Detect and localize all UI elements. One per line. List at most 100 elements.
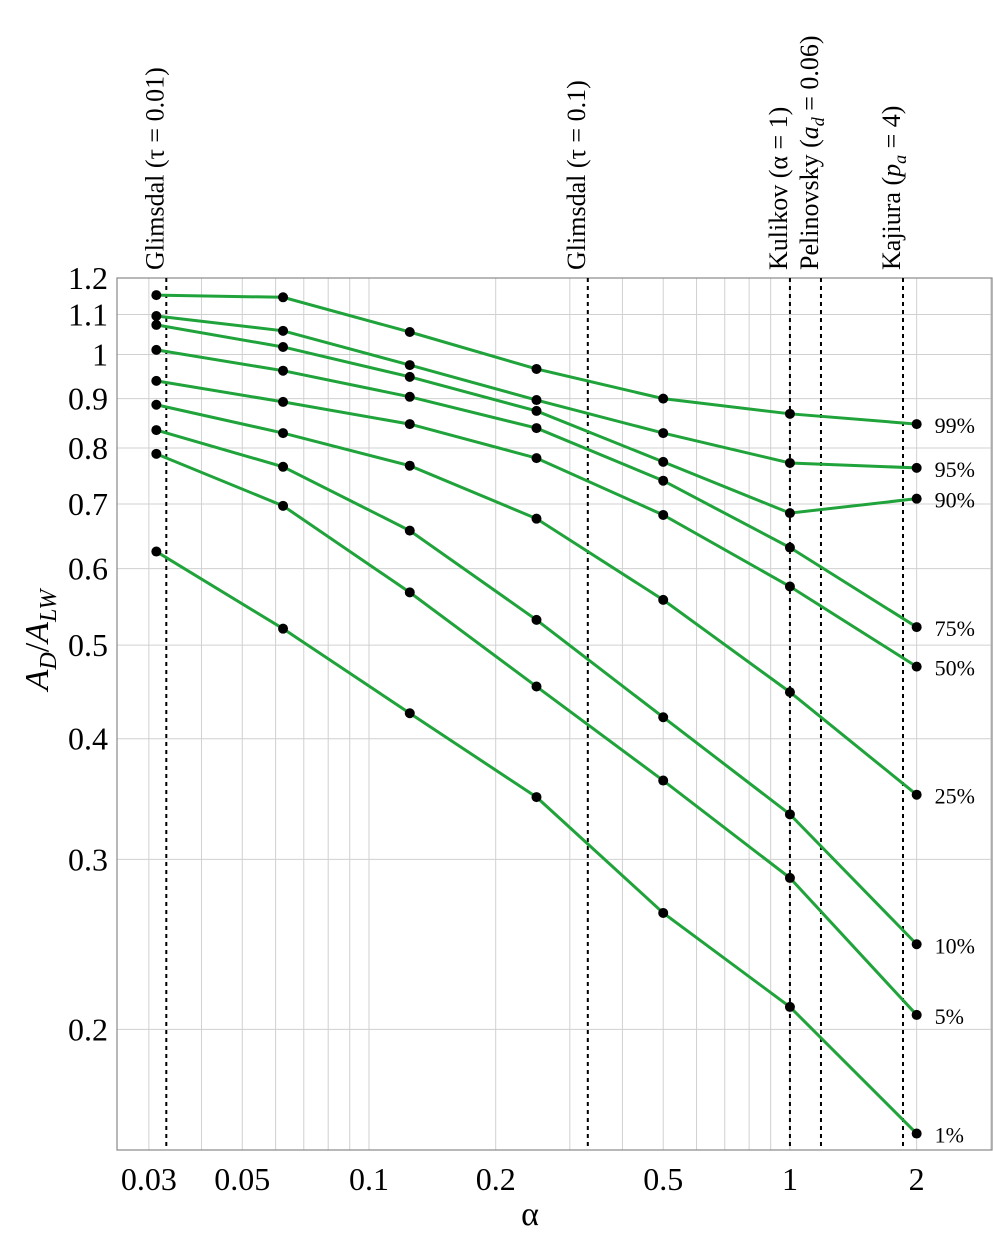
series-line xyxy=(155,550,918,1135)
reference-line-label: Glimsdal (τ = 0.01) xyxy=(140,67,169,270)
y-tick-label: 0.9 xyxy=(68,381,108,417)
data-point xyxy=(404,391,415,402)
data-point xyxy=(151,399,162,410)
data-point xyxy=(911,939,922,950)
series-95pct: 95% xyxy=(151,311,975,482)
data-point xyxy=(658,594,669,605)
series-label: 25% xyxy=(935,784,975,809)
data-point xyxy=(784,872,795,883)
data-point xyxy=(531,423,542,434)
data-point xyxy=(278,428,289,439)
data-point xyxy=(784,408,795,419)
y-tick-label: 1.1 xyxy=(68,296,108,332)
grid xyxy=(117,277,992,1150)
data-point xyxy=(784,508,795,519)
data-point xyxy=(911,462,922,473)
data-point xyxy=(404,708,415,719)
series-line xyxy=(155,452,918,1016)
series-label: 10% xyxy=(935,933,975,958)
x-tick-labels: 0.03 0.05 0.1 0.2 0.5 1 2 xyxy=(121,1161,925,1197)
data-point xyxy=(784,687,795,698)
data-point xyxy=(404,371,415,382)
data-point xyxy=(278,292,289,303)
data-point xyxy=(658,456,669,467)
reference-line-label: Kulikov (α = 1) xyxy=(764,107,793,270)
data-point xyxy=(784,457,795,468)
x-tick-label: 0.5 xyxy=(643,1161,683,1197)
data-point xyxy=(531,395,542,406)
data-point xyxy=(911,493,922,504)
data-point xyxy=(404,460,415,471)
data-point xyxy=(151,290,162,301)
data-point xyxy=(278,325,289,336)
data-point xyxy=(404,525,415,536)
reference-lines: Glimsdal (τ = 0.01) Glimsdal (τ = 0.1) Kul… xyxy=(140,35,910,1150)
x-axis-label: α xyxy=(521,1196,539,1233)
data-point xyxy=(658,712,669,723)
data-point xyxy=(911,789,922,800)
reference-line-label: Glimsdal (τ = 0.1) xyxy=(562,80,591,270)
data-point xyxy=(278,341,289,352)
data-point xyxy=(404,360,415,371)
data-point xyxy=(784,542,795,553)
y-tick-label: 0.5 xyxy=(68,627,108,663)
data-point xyxy=(911,1128,922,1139)
data-point xyxy=(531,792,542,803)
data-point xyxy=(278,500,289,511)
data-point xyxy=(151,344,162,355)
data-point xyxy=(531,513,542,524)
series-75pct: 75% xyxy=(151,344,975,641)
data-point xyxy=(658,393,669,404)
data-point xyxy=(151,319,162,330)
data-point xyxy=(531,405,542,416)
data-point xyxy=(658,907,669,918)
series-label: 95% xyxy=(935,457,975,482)
x-tick-label: 0.03 xyxy=(121,1161,177,1197)
series-50pct: 50% xyxy=(151,375,975,681)
data-point xyxy=(911,622,922,633)
data-point xyxy=(404,587,415,598)
series-5pct: 5% xyxy=(151,448,964,1029)
x-tick-label: 0.05 xyxy=(214,1161,270,1197)
y-tick-label: 0.2 xyxy=(68,1011,108,1047)
y-tick-label: 0.3 xyxy=(68,841,108,877)
y-tick-label: 1.2 xyxy=(68,260,108,296)
data-point xyxy=(278,461,289,472)
data-point xyxy=(911,661,922,672)
series-label: 99% xyxy=(935,413,975,438)
y-tick-label: 0.7 xyxy=(68,486,108,522)
y-tick-label: 1 xyxy=(92,336,108,372)
x-tick-label: 1 xyxy=(782,1161,798,1197)
y-tick-labels: 0.2 0.3 0.4 0.5 0.6 0.7 0.8 0.9 1 1.11.2 xyxy=(68,260,108,1047)
data-point xyxy=(278,396,289,407)
y-tick-label: 0.6 xyxy=(68,551,108,587)
series-1pct: 1% xyxy=(151,546,964,1148)
data-point xyxy=(278,365,289,376)
data-point xyxy=(911,419,922,430)
data-point xyxy=(531,363,542,374)
data-point xyxy=(151,375,162,386)
data-point xyxy=(658,775,669,786)
series-90pct: 90% xyxy=(151,319,975,519)
y-tick-label: 0.4 xyxy=(68,721,108,757)
series-label: 90% xyxy=(935,488,975,513)
series-label: 1% xyxy=(935,1123,964,1148)
data-point xyxy=(658,428,669,439)
data-point xyxy=(531,453,542,464)
data-point xyxy=(531,614,542,625)
data-point xyxy=(531,681,542,692)
data-point xyxy=(658,475,669,486)
data-point xyxy=(658,509,669,520)
data-point xyxy=(404,419,415,430)
plot-frame xyxy=(116,277,993,1151)
data-point xyxy=(151,546,162,557)
data-point xyxy=(151,448,162,459)
series-10pct: 10% xyxy=(151,425,975,958)
series-line xyxy=(156,323,917,515)
y-tick-label: 0.8 xyxy=(68,430,108,466)
series-99pct: 99% xyxy=(151,290,975,438)
series-line xyxy=(156,314,917,470)
series-label: 5% xyxy=(935,1004,964,1029)
x-tick-label: 2 xyxy=(909,1161,925,1197)
data-point xyxy=(911,1009,922,1020)
